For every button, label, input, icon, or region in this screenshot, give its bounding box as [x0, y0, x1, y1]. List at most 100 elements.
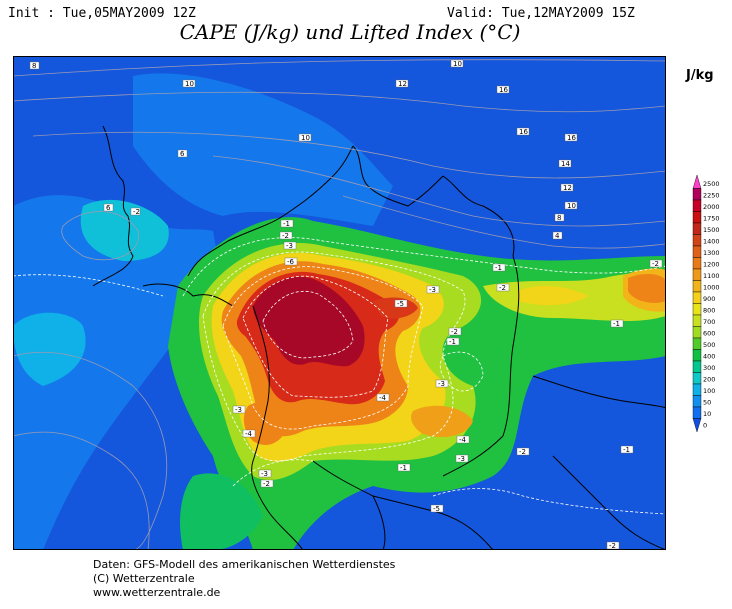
data-source-footer: Daten: GFS-Modell des amerikanischen Wet…	[93, 558, 395, 600]
legend-level-label: 800	[703, 307, 715, 315]
legend-level-label: 1100	[703, 272, 720, 280]
legend-level-label: 2500	[703, 180, 720, 188]
cape-cyan-field-west	[13, 312, 86, 386]
footer-website: www.wetterzentrale.de	[93, 586, 221, 599]
legend-swatch	[692, 188, 702, 201]
svg-text:-3: -3	[438, 380, 445, 388]
svg-text:12: 12	[398, 80, 407, 88]
svg-text:10: 10	[453, 60, 462, 68]
legend-swatch	[692, 303, 702, 316]
footer-source: Daten: GFS-Modell des amerikanischen Wet…	[93, 558, 396, 571]
legend-swatch	[692, 395, 702, 408]
legend-level-label: 1750	[703, 215, 720, 223]
legend-level-label: 100	[703, 387, 715, 395]
legend-level-label: 0	[703, 422, 707, 430]
svg-text:-1: -1	[613, 320, 620, 328]
svg-text:-3: -3	[286, 242, 293, 250]
legend-level-label: 1500	[703, 226, 720, 234]
map-title: CAPE (J/kg) und Lifted Index (°C)	[179, 20, 521, 44]
svg-text:-2: -2	[652, 260, 659, 268]
legend-level-label: 1200	[703, 261, 720, 269]
svg-text:-4: -4	[459, 436, 467, 444]
cape-legend: 2500225020001750150014001300120011001000…	[692, 174, 720, 433]
legend-swatch	[692, 257, 702, 270]
svg-text:-3: -3	[235, 406, 242, 414]
svg-text:-3: -3	[261, 470, 268, 478]
svg-text:10: 10	[301, 134, 310, 142]
legend-level-label: 500	[703, 341, 715, 349]
cape-low-field-north	[133, 73, 393, 226]
svg-text:16: 16	[519, 128, 528, 136]
cape-cyan-field	[80, 199, 169, 261]
svg-text:-2: -2	[519, 448, 526, 456]
svg-text:-4: -4	[245, 430, 253, 438]
contour-labels: 8 10 10 10 12 16 16 16 14 12 10 8 4 6 6 …	[29, 59, 663, 550]
svg-text:-2: -2	[499, 284, 506, 292]
cape-low-field-west	[13, 195, 223, 550]
cape-orange-field-east	[411, 405, 473, 438]
legend-level-label: 1000	[703, 284, 720, 292]
cape-orange-field-far-east	[628, 274, 666, 303]
svg-text:4: 4	[555, 232, 560, 240]
svg-text:16: 16	[567, 134, 576, 142]
svg-text:-2: -2	[282, 232, 289, 240]
legend-swatch	[692, 360, 702, 373]
svg-text:-2: -2	[263, 480, 270, 488]
svg-text:-1: -1	[400, 464, 407, 472]
svg-text:14: 14	[561, 160, 570, 168]
isobar-lines	[13, 59, 666, 550]
legend-level-label: 200	[703, 376, 715, 384]
legend-swatch	[692, 372, 702, 385]
legend-level-label: 400	[703, 353, 715, 361]
coastlines	[92, 125, 666, 550]
init-time: Init : Tue,05MAY2009 12Z	[8, 6, 196, 21]
legend-swatch	[692, 245, 702, 258]
legend-swatch	[692, 211, 702, 224]
svg-text:-1: -1	[283, 220, 290, 228]
svg-text:10: 10	[567, 202, 576, 210]
legend-swatch	[692, 222, 702, 235]
legend-level-label: 700	[703, 318, 715, 326]
cape-yellow-field-east	[518, 286, 588, 306]
svg-text:-5: -5	[397, 300, 404, 308]
legend-swatch	[692, 418, 702, 433]
legend-swatch	[692, 314, 702, 327]
lifted-index-contours	[13, 237, 666, 515]
svg-text:-1: -1	[449, 338, 456, 346]
legend-swatch	[692, 326, 702, 339]
cape-green-field-south	[180, 473, 263, 550]
legend-swatch	[692, 291, 702, 304]
legend-swatch	[692, 383, 702, 396]
svg-text:16: 16	[499, 86, 508, 94]
legend-swatch	[692, 199, 702, 212]
svg-text:8: 8	[32, 62, 36, 70]
legend-swatch	[692, 337, 702, 350]
legend-swatch	[692, 268, 702, 281]
legend-level-label: 1400	[703, 238, 720, 246]
footer-copyright: (C) Wetterzentrale	[93, 572, 195, 585]
svg-text:-2: -2	[133, 208, 140, 216]
svg-text:-6: -6	[287, 258, 295, 266]
legend-unit: J/kg	[686, 68, 714, 83]
legend-level-label: 300	[703, 364, 715, 372]
svg-text:-4: -4	[379, 394, 387, 402]
svg-text:-1: -1	[495, 264, 502, 272]
legend-swatch	[692, 174, 702, 189]
svg-text:-3: -3	[429, 286, 436, 294]
cape-maximum-core	[253, 276, 365, 367]
legend-swatch	[692, 234, 702, 247]
cape-map: 8 10 10 10 12 16 16 16 14 12 10 8 4 6 6 …	[13, 56, 666, 550]
legend-level-label: 1300	[703, 249, 720, 257]
svg-text:10: 10	[185, 80, 194, 88]
svg-text:6: 6	[180, 150, 185, 158]
svg-text:-1: -1	[623, 446, 630, 454]
legend-level-label: 600	[703, 330, 715, 338]
svg-text:12: 12	[563, 184, 572, 192]
legend-swatch	[692, 280, 702, 293]
legend-level-label: 2000	[703, 203, 720, 211]
svg-text:6: 6	[106, 204, 111, 212]
legend-level-label: 900	[703, 295, 715, 303]
svg-text:-3: -3	[458, 455, 465, 463]
svg-text:8: 8	[557, 214, 561, 222]
legend-swatch	[692, 406, 702, 419]
